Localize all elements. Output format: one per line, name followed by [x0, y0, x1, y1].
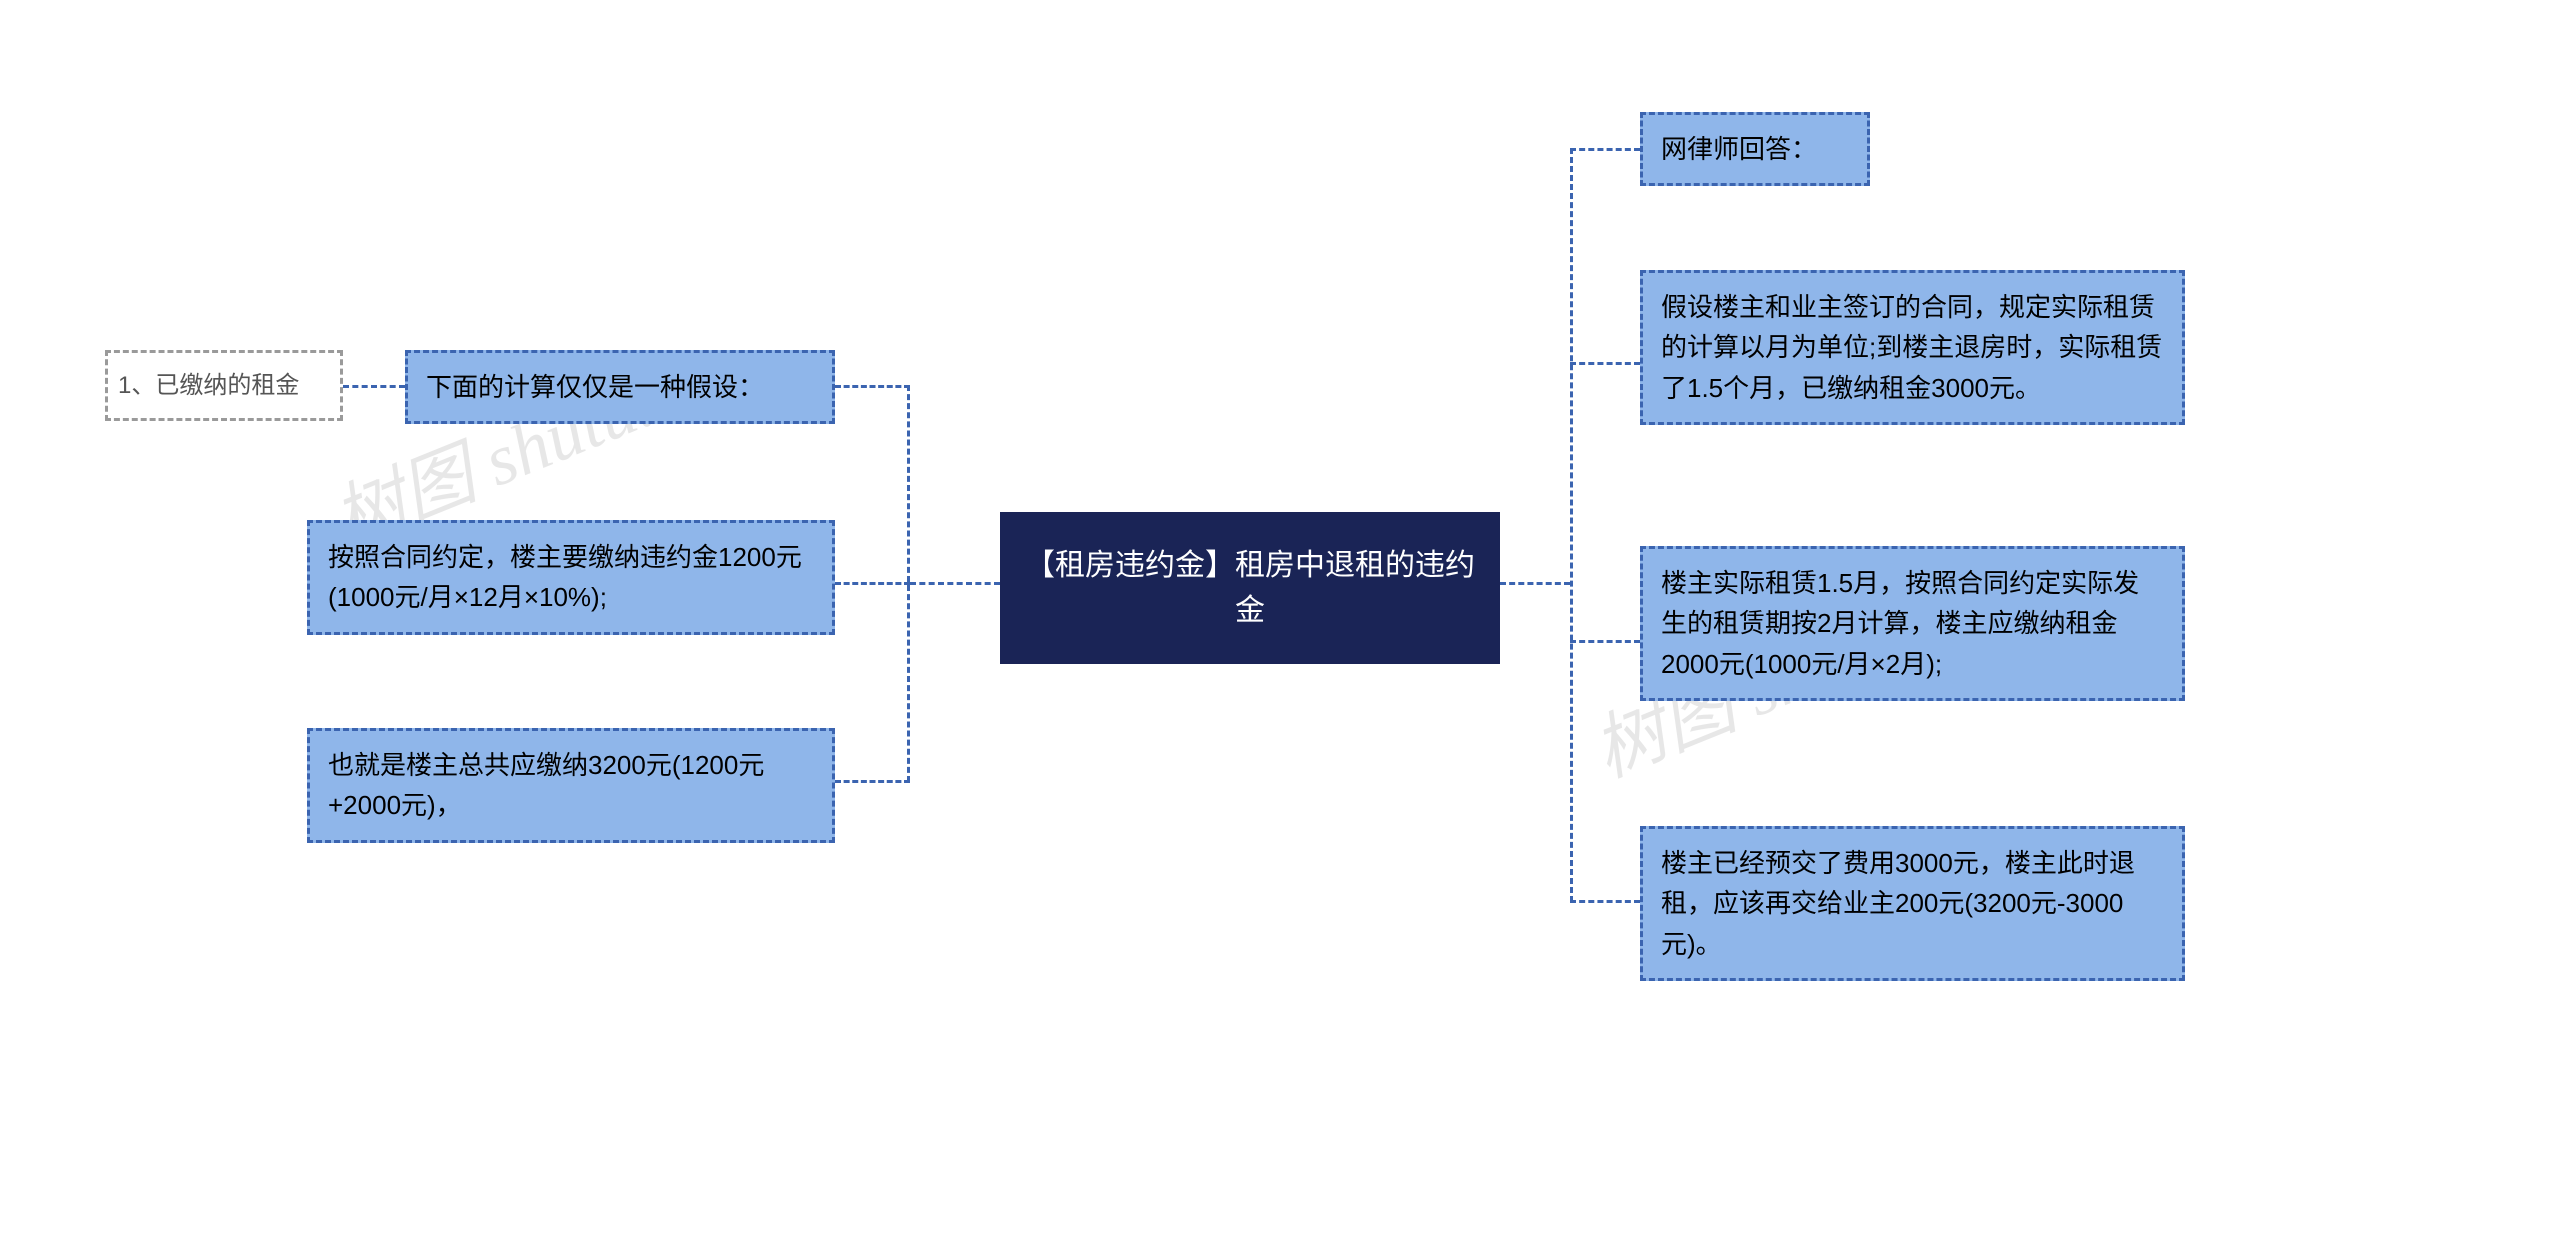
conn-right-b1 [1570, 148, 1640, 151]
right-node-4: 楼主已经预交了费用3000元，楼主此时退租，应该再交给业主200元(3200元-… [1640, 826, 2185, 981]
right-node-3: 楼主实际租赁1.5月，按照合同约定实际发生的租赁期按2月计算，楼主应缴纳租金20… [1640, 546, 2185, 701]
conn-center-right [1500, 582, 1570, 585]
left-node-3: 也就是楼主总共应缴纳3200元(1200元+2000元)， [307, 728, 835, 843]
conn-left-b2 [835, 582, 910, 585]
right-node-4-text: 楼主已经预交了费用3000元，楼主此时退租，应该再交给业主200元(3200元-… [1661, 848, 2135, 959]
left-sub-text: 1、已缴纳的租金 [118, 372, 299, 399]
conn-right-b3 [1570, 640, 1640, 643]
left-node-2: 按照合同约定，楼主要缴纳违约金1200元(1000元/月×12月×10%); [307, 520, 835, 635]
right-node-3-text: 楼主实际租赁1.5月，按照合同约定实际发生的租赁期按2月计算，楼主应缴纳租金20… [1661, 568, 2139, 679]
conn-right-trunk [1570, 148, 1573, 902]
conn-right-b4 [1570, 900, 1640, 903]
conn-left-b3 [835, 780, 910, 783]
conn-right-b2 [1570, 362, 1640, 365]
conn-center-left [910, 582, 1000, 585]
left-sub-node: 1、已缴纳的租金 [105, 350, 343, 421]
left-node-2-text: 按照合同约定，楼主要缴纳违约金1200元(1000元/月×12月×10%); [328, 542, 802, 612]
right-node-1: 网律师回答： [1640, 112, 1870, 186]
center-node: 【租房违约金】租房中退租的违约金 [1000, 512, 1500, 664]
right-node-2-text: 假设楼主和业主签订的合同，规定实际租赁的计算以月为单位;到楼主退房时，实际租赁了… [1661, 292, 2162, 403]
conn-left-b1 [835, 385, 910, 388]
right-node-1-text: 网律师回答： [1661, 134, 1817, 164]
center-text: 【租房违约金】租房中退租的违约金 [1025, 549, 1475, 627]
left-node-1: 下面的计算仅仅是一种假设： [405, 350, 835, 424]
conn-left-sub [343, 385, 405, 388]
left-node-1-text: 下面的计算仅仅是一种假设： [426, 372, 764, 402]
left-node-3-text: 也就是楼主总共应缴纳3200元(1200元+2000元)， [328, 750, 764, 820]
right-node-2: 假设楼主和业主签订的合同，规定实际租赁的计算以月为单位;到楼主退房时，实际租赁了… [1640, 270, 2185, 425]
